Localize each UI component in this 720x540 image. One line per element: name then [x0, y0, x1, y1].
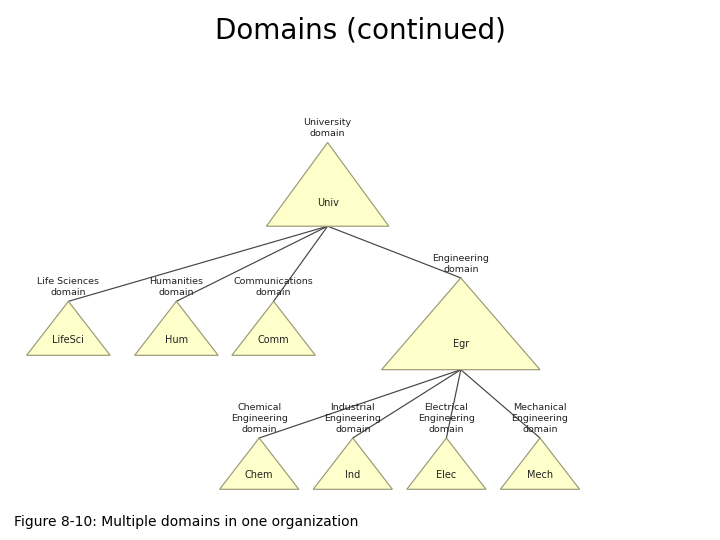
- Text: Mechanical
Engineering
domain: Mechanical Engineering domain: [512, 403, 568, 434]
- Text: Mech: Mech: [527, 470, 553, 480]
- Text: Chemical
Engineering
domain: Chemical Engineering domain: [231, 403, 287, 434]
- Polygon shape: [266, 143, 389, 226]
- Polygon shape: [382, 278, 540, 370]
- Text: Univ: Univ: [317, 198, 338, 208]
- Text: Ind: Ind: [345, 470, 361, 480]
- Text: Humanities
domain: Humanities domain: [150, 277, 204, 297]
- Text: Elec: Elec: [436, 470, 456, 480]
- Polygon shape: [220, 438, 299, 489]
- Text: Domains (continued): Domains (continued): [215, 16, 505, 44]
- Text: Electrical
Engineering
domain: Electrical Engineering domain: [418, 403, 474, 434]
- Text: Hum: Hum: [165, 335, 188, 345]
- Text: Industrial
Engineering
domain: Industrial Engineering domain: [325, 403, 381, 434]
- Text: Life Sciences
domain: Life Sciences domain: [37, 277, 99, 297]
- Text: Figure 8-10: Multiple domains in one organization: Figure 8-10: Multiple domains in one org…: [14, 515, 359, 529]
- Polygon shape: [27, 301, 110, 355]
- Text: LifeSci: LifeSci: [53, 335, 84, 345]
- Text: Chem: Chem: [245, 470, 274, 480]
- Text: Egr: Egr: [453, 339, 469, 349]
- Polygon shape: [313, 438, 392, 489]
- Polygon shape: [135, 301, 218, 355]
- Text: University
domain: University domain: [304, 118, 351, 138]
- Polygon shape: [500, 438, 580, 489]
- Text: Comm: Comm: [258, 335, 289, 345]
- Polygon shape: [232, 301, 315, 355]
- Text: Communications
domain: Communications domain: [234, 277, 313, 297]
- Text: Engineering
domain: Engineering domain: [433, 254, 489, 274]
- Polygon shape: [407, 438, 486, 489]
